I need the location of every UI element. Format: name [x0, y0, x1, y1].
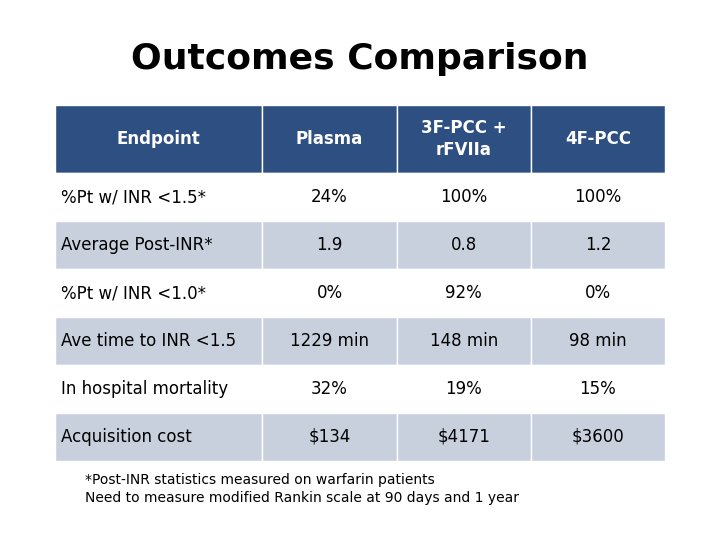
- Bar: [55, 221, 262, 269]
- Text: 100%: 100%: [575, 188, 621, 206]
- Bar: [531, 365, 665, 413]
- Bar: [397, 221, 531, 269]
- Text: 100%: 100%: [440, 188, 487, 206]
- Bar: [531, 413, 665, 461]
- Text: %Pt w/ INR <1.0*: %Pt w/ INR <1.0*: [61, 284, 206, 302]
- Bar: [262, 105, 397, 173]
- Bar: [262, 365, 397, 413]
- Bar: [55, 365, 262, 413]
- Bar: [55, 317, 262, 365]
- Text: $4171: $4171: [437, 428, 490, 446]
- Bar: [397, 413, 531, 461]
- Bar: [397, 269, 531, 317]
- Bar: [531, 173, 665, 221]
- Text: 4F-PCC: 4F-PCC: [565, 130, 631, 148]
- Text: 0%: 0%: [316, 284, 343, 302]
- Text: 24%: 24%: [311, 188, 348, 206]
- Text: 3F-PCC +
rFVIIa: 3F-PCC + rFVIIa: [421, 119, 506, 159]
- Text: 1229 min: 1229 min: [290, 332, 369, 350]
- Bar: [262, 221, 397, 269]
- Text: Average Post-INR*: Average Post-INR*: [61, 236, 212, 254]
- Text: 148 min: 148 min: [430, 332, 498, 350]
- Text: 98 min: 98 min: [569, 332, 626, 350]
- Text: 1.2: 1.2: [585, 236, 611, 254]
- Bar: [397, 173, 531, 221]
- Text: Outcomes Comparison: Outcomes Comparison: [131, 42, 589, 76]
- Bar: [262, 413, 397, 461]
- Bar: [262, 269, 397, 317]
- Text: Endpoint: Endpoint: [117, 130, 201, 148]
- Text: 92%: 92%: [446, 284, 482, 302]
- Text: 32%: 32%: [311, 380, 348, 398]
- Bar: [397, 365, 531, 413]
- Bar: [262, 173, 397, 221]
- Text: 15%: 15%: [580, 380, 616, 398]
- Text: Ave time to INR <1.5: Ave time to INR <1.5: [61, 332, 236, 350]
- Bar: [55, 413, 262, 461]
- Bar: [397, 105, 531, 173]
- Bar: [55, 105, 262, 173]
- Bar: [262, 317, 397, 365]
- Text: Need to measure modified Rankin scale at 90 days and 1 year: Need to measure modified Rankin scale at…: [85, 491, 519, 505]
- Bar: [397, 317, 531, 365]
- Text: 1.9: 1.9: [316, 236, 343, 254]
- Bar: [531, 317, 665, 365]
- Text: $3600: $3600: [572, 428, 624, 446]
- Bar: [531, 269, 665, 317]
- Text: *Post-INR statistics measured on warfarin patients: *Post-INR statistics measured on warfari…: [85, 473, 435, 487]
- Text: 0%: 0%: [585, 284, 611, 302]
- Text: 0.8: 0.8: [451, 236, 477, 254]
- Bar: [531, 105, 665, 173]
- Text: In hospital mortality: In hospital mortality: [61, 380, 228, 398]
- Text: 19%: 19%: [446, 380, 482, 398]
- Text: %Pt w/ INR <1.5*: %Pt w/ INR <1.5*: [61, 188, 206, 206]
- Bar: [55, 173, 262, 221]
- Bar: [55, 269, 262, 317]
- Text: Plasma: Plasma: [296, 130, 363, 148]
- Text: Acquisition cost: Acquisition cost: [61, 428, 192, 446]
- Bar: [531, 221, 665, 269]
- Text: $134: $134: [308, 428, 351, 446]
